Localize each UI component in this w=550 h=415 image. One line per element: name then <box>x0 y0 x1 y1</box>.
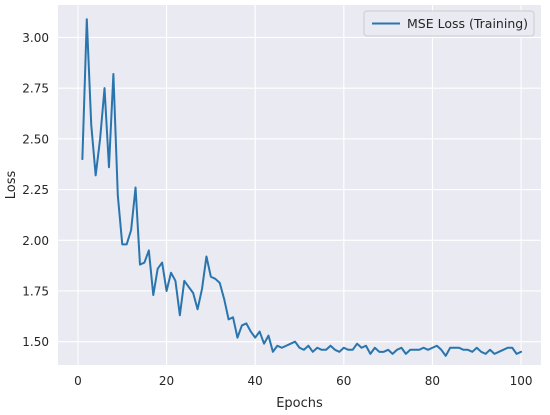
plot-area <box>58 5 541 365</box>
x-tick-label: 60 <box>336 374 351 388</box>
y-tick-label: 1.75 <box>22 284 49 298</box>
legend-box <box>363 10 535 37</box>
legend-label: MSE Loss (Training) <box>407 16 528 31</box>
x-tick-label: 40 <box>248 374 263 388</box>
y-axis-label: Loss <box>4 171 19 200</box>
y-tick-label: 2.50 <box>22 132 49 146</box>
y-tick-label: 2.25 <box>22 183 49 197</box>
legend: MSE Loss (Training) <box>363 10 535 37</box>
series-layer <box>81 18 523 357</box>
x-tick-label: 20 <box>159 374 174 388</box>
tick-labels: 0 20 40 60 80 100 1.50 1.75 2.00 2.25 2.50 2.75 3.00 <box>22 31 532 388</box>
x-tick-label: 100 <box>510 374 533 388</box>
series-line <box>81 18 523 357</box>
x-axis-label: Epochs <box>276 396 323 411</box>
x-tick-label: 0 <box>74 374 82 388</box>
y-tick-label: 2.75 <box>22 82 49 96</box>
y-tick-label: 3.00 <box>22 31 49 45</box>
grid <box>58 5 541 365</box>
y-tick-label: 2.00 <box>22 234 49 248</box>
x-tick-label: 80 <box>425 374 440 388</box>
y-tick-label: 1.50 <box>22 335 49 349</box>
